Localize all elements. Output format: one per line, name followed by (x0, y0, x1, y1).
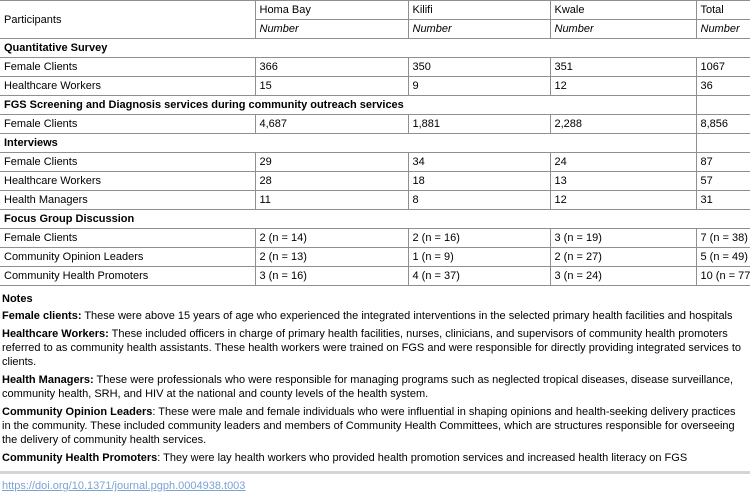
table-row: Female Clients 2 (n = 14) 2 (n = 16) 3 (… (0, 228, 750, 248)
cell-value: 8 (407, 190, 551, 210)
note-text: : They were lay health workers who provi… (157, 452, 688, 464)
subheader-number-kilifi: Number (407, 19, 551, 39)
note-lead: Female clients: (2, 310, 82, 322)
table-row: Healthcare Workers 15 9 12 36 (0, 76, 750, 96)
cell-value: 7 (n = 38) (695, 228, 750, 248)
note-female-clients: Female clients: These were above 15 year… (2, 309, 747, 323)
section-title: Focus Group Discussion (0, 209, 750, 229)
table-row: Community Opinion Leaders 2 (n = 13) 1 (… (0, 247, 750, 267)
note-lead: Healthcare Workers: (2, 328, 109, 340)
header-kwale: Kwale (549, 0, 697, 20)
doi-link[interactable]: https://doi.org/10.1371/journal.pgph.000… (2, 480, 246, 492)
row-label: Community Health Promoters (0, 266, 256, 286)
section-interviews: Interviews (0, 133, 750, 153)
table-row: Healthcare Workers 28 18 13 57 (0, 171, 750, 191)
row-label: Healthcare Workers (0, 76, 256, 96)
table-row: Health Managers 11 8 12 31 (0, 190, 750, 210)
subheader-number-total: Number (695, 19, 750, 39)
participants-table: Participants Homa Bay Kilifi Kwale Total… (0, 0, 750, 286)
cell-value: 31 (695, 190, 750, 210)
section-focus-group-discussion: Focus Group Discussion (0, 209, 750, 229)
cell-value: 34 (407, 152, 551, 172)
cell-value: 36 (695, 76, 750, 96)
section-title: FGS Screening and Diagnosis services dur… (0, 95, 697, 115)
note-text: These included officers in charge of pri… (2, 328, 741, 368)
cell-value: 57 (695, 171, 750, 191)
cell-value: 8,856 (695, 114, 750, 134)
table-row: Community Health Promoters 3 (n = 16) 4 … (0, 266, 750, 286)
cell-value: 24 (549, 152, 697, 172)
note-healthcare-workers: Healthcare Workers: These included offic… (2, 327, 747, 369)
cell-value: 12 (549, 76, 697, 96)
cell-value: 350 (407, 57, 551, 77)
cell-value: 12 (549, 190, 697, 210)
subheader-number-homa-bay: Number (255, 19, 409, 39)
cell-value: 9 (407, 76, 551, 96)
section-title: Quantitative Survey (0, 38, 750, 58)
cell-value: 3 (n = 24) (549, 266, 697, 286)
section-fgs-screening: FGS Screening and Diagnosis services dur… (0, 95, 750, 115)
subheader-number-kwale: Number (549, 19, 697, 39)
section-quantitative-survey: Quantitative Survey (0, 38, 750, 58)
cell-value: 5 (n = 49) (695, 247, 750, 267)
header-homa-bay: Homa Bay (254, 0, 409, 20)
note-health-managers: Health Managers: These were professional… (2, 373, 747, 401)
note-community-health-promoters: Community Health Promoters: They were la… (2, 451, 747, 465)
cell-value: 18 (407, 171, 551, 191)
row-label: Female Clients (0, 57, 256, 77)
table-row: Female Clients 366 350 351 1067 (0, 57, 750, 77)
cell-value: 13 (549, 171, 697, 191)
cell-value: 2 (n = 13) (254, 247, 409, 267)
cell-value: 29 (254, 152, 409, 172)
note-lead: Health Managers: (2, 374, 94, 386)
table-header-row: Participants Homa Bay Kilifi Kwale Total (0, 0, 750, 39)
row-label: Female Clients (0, 228, 256, 248)
doi-row: https://doi.org/10.1371/journal.pgph.000… (0, 474, 750, 496)
cell-value: 2 (n = 27) (549, 247, 697, 267)
row-label: Community Opinion Leaders (0, 247, 256, 267)
cell-value: 10 (n = 77) (695, 266, 750, 286)
note-text: These were professionals who were respon… (2, 374, 734, 400)
note-text: These were above 15 years of age who exp… (81, 310, 733, 322)
cell-value: 11 (254, 190, 409, 210)
header-total: Total (695, 0, 750, 20)
section-title: Interviews (0, 133, 697, 153)
note-lead: Community Opinion Leaders (2, 406, 153, 418)
header-participants: Participants (0, 0, 256, 39)
empty-total-cell (695, 133, 750, 153)
row-label: Health Managers (0, 190, 256, 210)
row-label: Healthcare Workers (0, 171, 256, 191)
cell-value: 1 (n = 9) (407, 247, 551, 267)
cell-value: 1067 (695, 57, 750, 77)
table-row: Female Clients 4,687 1,881 2,288 8,856 (0, 114, 750, 134)
notes-title: Notes (2, 293, 33, 305)
note-community-opinion-leaders: Community Opinion Leaders: These were ma… (2, 405, 747, 447)
cell-value: 366 (254, 57, 409, 77)
cell-value: 1,881 (407, 114, 551, 134)
row-label: Female Clients (0, 152, 256, 172)
notes-section: Notes Female clients: These were above 1… (0, 286, 750, 465)
cell-value: 2 (n = 14) (254, 228, 409, 248)
cell-value: 2 (n = 16) (407, 228, 551, 248)
cell-value: 3 (n = 16) (254, 266, 409, 286)
note-lead: Community Health Promoters (2, 452, 158, 464)
cell-value: 15 (254, 76, 409, 96)
header-kilifi: Kilifi (407, 0, 551, 20)
cell-value: 87 (695, 152, 750, 172)
cell-value: 2,288 (549, 114, 697, 134)
cell-value: 4,687 (254, 114, 409, 134)
note-text: : These were male and female individuals… (2, 406, 736, 446)
cell-value: 351 (549, 57, 697, 77)
empty-total-cell (695, 95, 750, 115)
cell-value: 28 (254, 171, 409, 191)
table-row: Female Clients 29 34 24 87 (0, 152, 750, 172)
cell-value: 4 (n = 37) (407, 266, 551, 286)
row-label: Female Clients (0, 114, 256, 134)
cell-value: 3 (n = 19) (549, 228, 697, 248)
